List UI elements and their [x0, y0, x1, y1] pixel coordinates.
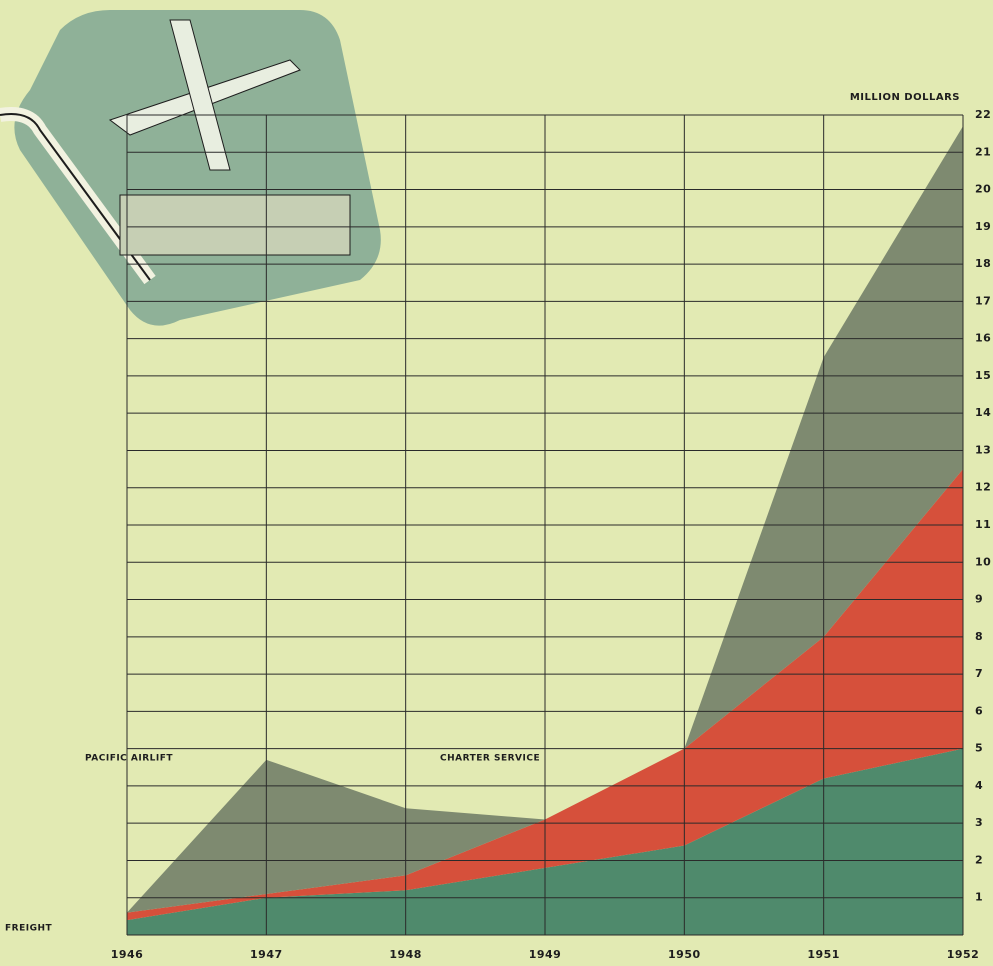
- y-tick-label: 6: [975, 704, 983, 717]
- y-tick-label: 3: [975, 816, 983, 829]
- y-tick-label: 2: [975, 853, 983, 866]
- y-tick-label: 10: [975, 555, 991, 568]
- y-tick-label: 1: [975, 891, 983, 904]
- y-tick-label: 19: [975, 220, 991, 233]
- y-axis-label: MILLION DOLLARS: [850, 92, 960, 103]
- y-tick-label: 9: [975, 593, 983, 606]
- area: [127, 469, 963, 921]
- y-tick-label: 15: [975, 369, 991, 382]
- series-label: FREIGHT: [5, 924, 52, 934]
- x-tick-label: 1952: [947, 948, 980, 961]
- y-tick-label: 22: [975, 108, 991, 121]
- y-tick-label: 18: [975, 257, 991, 270]
- series-label: CHARTER SERVICE: [440, 754, 540, 764]
- x-tick-label: 1947: [250, 948, 283, 961]
- y-tick-label: 8: [975, 630, 983, 643]
- y-tick-label: 12: [975, 481, 991, 494]
- y-tick-label: 17: [975, 294, 991, 307]
- y-tick-label: 7: [975, 667, 983, 680]
- y-tick-label: 5: [975, 742, 983, 755]
- y-tick-label: 21: [975, 145, 991, 158]
- area: [127, 126, 963, 913]
- x-tick-label: 1946: [111, 948, 144, 961]
- y-tick-label: 16: [975, 332, 991, 345]
- y-tick-label: 20: [975, 183, 991, 196]
- x-tick-label: 1951: [807, 948, 840, 961]
- area: [127, 748, 963, 935]
- illustration: [0, 10, 381, 326]
- y-tick-label: 4: [975, 779, 983, 792]
- x-tick-label: 1949: [529, 948, 562, 961]
- x-tick-label: 1948: [389, 948, 422, 961]
- y-tick-label: 14: [975, 406, 991, 419]
- y-tick-label: 13: [975, 443, 991, 456]
- series-label: PACIFIC AIRLIFT: [85, 754, 173, 764]
- x-tick-label: 1950: [668, 948, 701, 961]
- y-tick-label: 11: [975, 518, 991, 531]
